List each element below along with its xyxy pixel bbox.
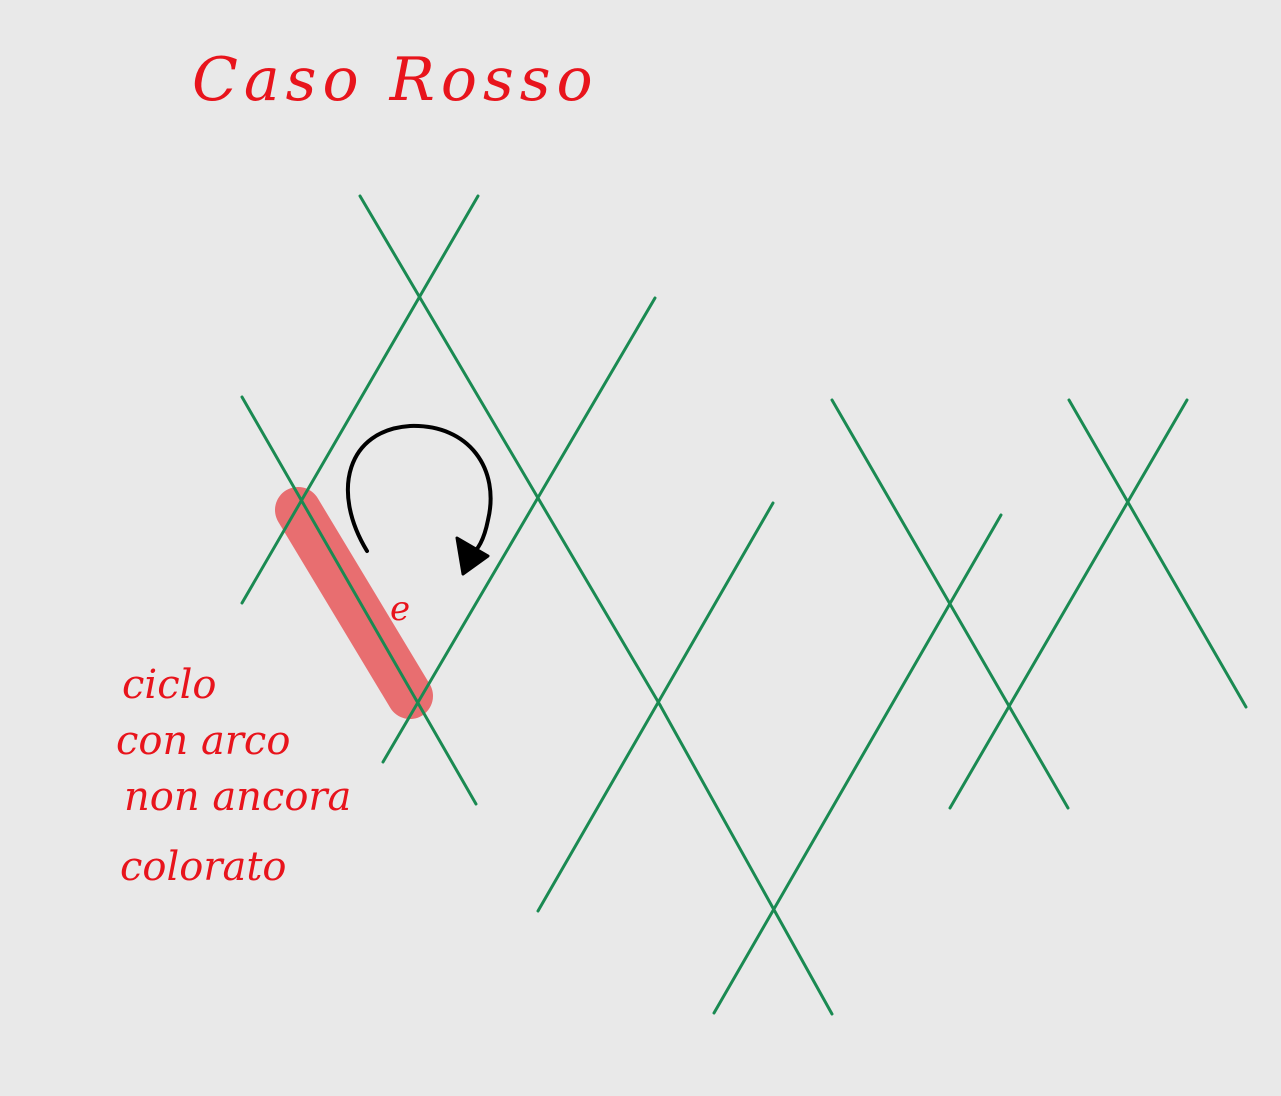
graph-line (240, 395, 478, 806)
note-line: non ancora (124, 774, 351, 820)
graph-line (358, 194, 662, 707)
graph-lines (240, 194, 1248, 1016)
graph-line (536, 501, 775, 913)
note-line: con arco (116, 718, 290, 764)
graph-line (712, 513, 1003, 1015)
graph-line (240, 194, 480, 605)
graph-line (948, 398, 1189, 810)
graph-line (830, 398, 1070, 810)
note-line: colorato (120, 844, 286, 890)
edge-label: e (390, 589, 410, 629)
graph-line (1067, 398, 1248, 709)
rotation-arrow-icon (345, 423, 493, 576)
page-title: Caso Rosso (192, 45, 599, 115)
highlighted-edge-e (275, 487, 433, 719)
note: ciclo con arco non ancora colorato (116, 662, 351, 890)
rotation-arrow-arc (345, 423, 493, 558)
graph-line (658, 703, 834, 1016)
note-line: ciclo (122, 662, 216, 708)
rotation-arrow-head (455, 536, 490, 576)
graph-line (381, 296, 657, 764)
